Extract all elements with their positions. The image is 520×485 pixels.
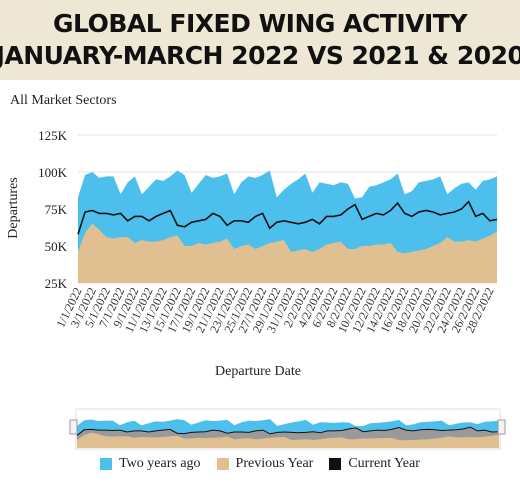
series-area-previous-year bbox=[78, 223, 497, 283]
y-tick-label: 25K bbox=[45, 276, 68, 291]
legend-item-current-year[interactable]: Current Year bbox=[329, 456, 420, 472]
axes: Departures Departure Date 25K 50K 75K 100K 1… bbox=[6, 128, 497, 379]
legend-swatch-previous-year bbox=[216, 458, 229, 470]
legend-label-current-year: Current Year bbox=[348, 456, 420, 471]
chart-legend: Two years ago Previous Year Current Year bbox=[0, 456, 520, 472]
chart-subtitle: All Market Sectors bbox=[10, 93, 117, 108]
range-navigator[interactable] bbox=[69, 408, 506, 450]
legend-label-two-years-ago: Two years ago bbox=[119, 456, 201, 471]
legend-item-two-years-ago[interactable]: Two years ago bbox=[100, 456, 201, 472]
legend-label-previous-year: Previous Year bbox=[235, 456, 314, 471]
legend-swatch-two-years-ago bbox=[100, 458, 113, 470]
y-tick-label: 50K bbox=[45, 239, 68, 254]
navigator-left-handle[interactable] bbox=[69, 419, 78, 435]
legend-swatch-current-year bbox=[329, 458, 342, 470]
navigator-right-handle[interactable] bbox=[497, 419, 506, 435]
navigator-series bbox=[76, 419, 500, 448]
navigator-line-current-year bbox=[76, 426, 500, 436]
legend-item-previous-year[interactable]: Previous Year bbox=[216, 456, 314, 472]
series-line-current-year bbox=[77, 200, 498, 235]
navigator-area-previous-year bbox=[77, 432, 499, 448]
y-tick-label: 75K bbox=[45, 202, 68, 217]
plot-area bbox=[77, 170, 498, 283]
y-axis-label: Departures bbox=[6, 177, 21, 238]
x-axis-label: Departure Date bbox=[215, 364, 301, 379]
chart-title-line-1: GLOBAL FIXED WING ACTIVITY bbox=[53, 9, 467, 38]
y-tick-label: 100K bbox=[38, 165, 68, 180]
title-band: GLOBAL FIXED WING ACTIVITY JANUARY-MARCH… bbox=[0, 0, 520, 80]
chart-title-line-2: JANUARY-MARCH 2022 VS 2021 & 2020 bbox=[0, 41, 520, 70]
y-tick-label: 125K bbox=[38, 128, 68, 143]
